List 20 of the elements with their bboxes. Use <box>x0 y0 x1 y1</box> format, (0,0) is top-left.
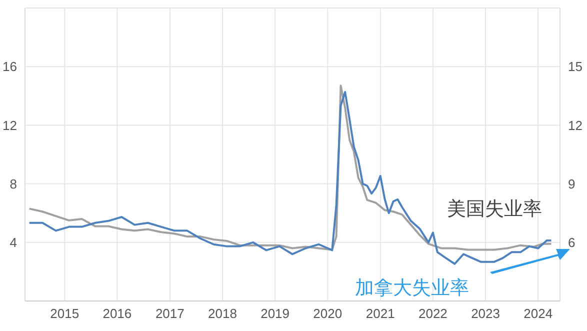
x-tick-label: 2022 <box>418 306 448 322</box>
y-tick-label: 4 <box>10 235 17 250</box>
x-tick-label: 2016 <box>102 306 132 322</box>
x-tick-label: 2023 <box>471 306 500 322</box>
series-label: 加拿大失业率 <box>355 277 469 301</box>
x-tick-label: 2019 <box>260 306 290 322</box>
x-tick-label: 2018 <box>208 306 237 322</box>
y2-tick-label: 12 <box>568 118 582 133</box>
x-tick-label: 2021 <box>366 306 395 322</box>
x-tick-label: 2017 <box>155 306 184 322</box>
series-label: 美国失业率 <box>447 198 542 222</box>
y2-tick-label: 9 <box>568 176 576 192</box>
x-tick-label: 2020 <box>313 306 342 322</box>
y2-tick-label: 6 <box>568 235 576 250</box>
y-tick-label: 12 <box>2 118 17 133</box>
y2-tick-label: 15 <box>568 59 582 74</box>
y-tick-label: 8 <box>10 176 17 192</box>
x-tick-label: 2015 <box>50 306 80 322</box>
x-tick-label: 2024 <box>524 306 553 322</box>
y-tick-label: 16 <box>2 59 17 74</box>
